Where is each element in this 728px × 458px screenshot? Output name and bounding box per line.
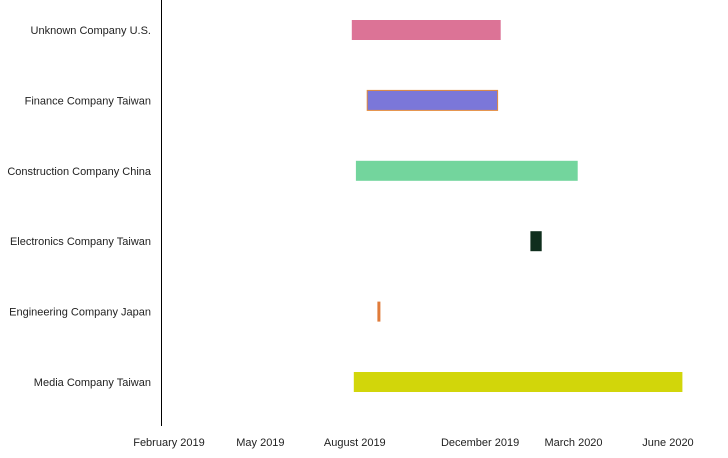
x-tick-label: May 2019 [236, 437, 284, 449]
bar-unknown-company-u-s [351, 20, 501, 40]
bar-electronics-company-taiwan [530, 231, 542, 252]
bars-group [351, 20, 683, 392]
category-label-electronics-company-taiwan: Electronics Company Taiwan [10, 236, 151, 248]
category-label-construction-company-china: Construction Company China [7, 166, 152, 178]
bar-construction-company-china [355, 160, 578, 181]
category-label-unknown-company-u-s: Unknown Company U.S. [31, 25, 151, 37]
bar-finance-company-taiwan [366, 89, 499, 111]
x-tick-label: August 2019 [324, 437, 386, 449]
x-tick-label: June 2020 [642, 437, 693, 449]
x-tick-label: March 2020 [544, 437, 602, 449]
x-tick-labels: February 2019 May 2019 August 2019 December… [133, 437, 693, 449]
x-tick-label: December 2019 [441, 437, 519, 449]
x-tick-label: February 2019 [133, 437, 205, 449]
category-label-engineering-company-japan: Engineering Company Japan [9, 307, 151, 319]
category-label-media-company-taiwan: Media Company Taiwan [34, 377, 151, 389]
category-label-finance-company-taiwan: Finance Company Taiwan [25, 95, 151, 107]
bar-media-company-taiwan [353, 372, 683, 392]
bar-engineering-company-japan [377, 301, 381, 322]
category-labels: Unknown Company U.S. Finance Company Taiw… [7, 25, 152, 389]
